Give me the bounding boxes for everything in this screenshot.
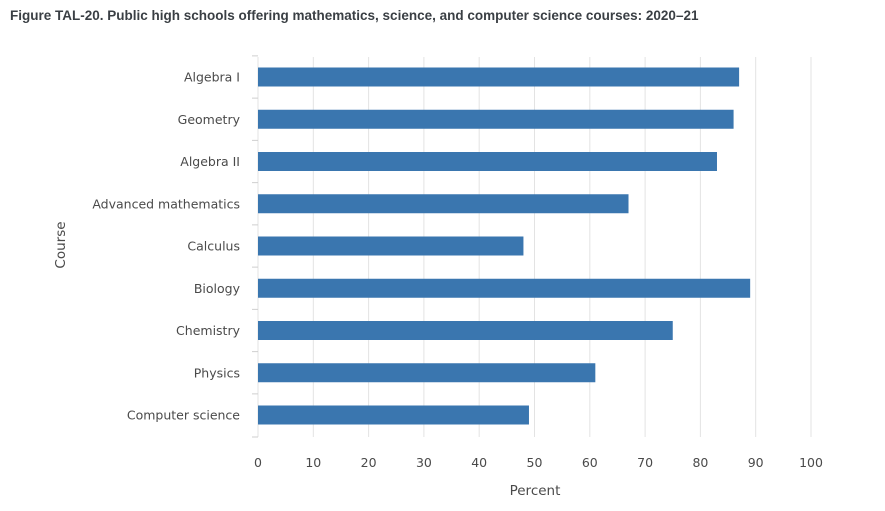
category-ticks bbox=[252, 55, 258, 438]
x-tick-label-40: 40 bbox=[471, 455, 487, 470]
x-tick-label-0: 0 bbox=[254, 455, 262, 470]
bar-chemistry bbox=[258, 321, 673, 340]
category-label-geometry: Geometry bbox=[178, 112, 241, 127]
bar-algebra-i bbox=[258, 67, 740, 87]
bar-calculus bbox=[258, 236, 524, 256]
x-tick-label-70: 70 bbox=[637, 455, 653, 470]
bar-physics bbox=[258, 363, 596, 383]
x-tick-label-100: 100 bbox=[799, 455, 823, 470]
x-tick-labels: 0 10 20 30 40 50 60 70 80 90 100 bbox=[254, 455, 823, 470]
x-tick-label-90: 90 bbox=[748, 455, 764, 470]
category-label-chemistry: Chemistry bbox=[176, 323, 241, 338]
category-label-algebra-i: Algebra I bbox=[184, 70, 240, 85]
category-label-computer-science: Computer science bbox=[127, 408, 240, 423]
chart-title: Figure TAL-20. Public high schools offer… bbox=[10, 8, 699, 23]
bars bbox=[258, 67, 751, 425]
x-tick-label-30: 30 bbox=[416, 455, 432, 470]
x-tick-label-10: 10 bbox=[305, 455, 321, 470]
bar-algebra-ii bbox=[258, 152, 717, 171]
x-tick-label-60: 60 bbox=[582, 455, 598, 470]
bar-biology bbox=[258, 278, 751, 298]
category-labels: Algebra I Geometry Algebra II Advanced math… bbox=[92, 70, 240, 423]
x-tick-label-20: 20 bbox=[361, 455, 377, 470]
y-axis-title: Course bbox=[53, 221, 69, 268]
x-axis-title: Percent bbox=[510, 483, 561, 499]
category-label-algebra-ii: Algebra II bbox=[180, 154, 240, 169]
bar-computer-science bbox=[258, 405, 529, 425]
x-tick-label-50: 50 bbox=[527, 455, 543, 470]
bar-geometry bbox=[258, 109, 734, 129]
category-label-physics: Physics bbox=[194, 365, 240, 380]
category-label-calculus: Calculus bbox=[187, 239, 240, 254]
category-label-advanced-mathematics: Advanced mathematics bbox=[92, 196, 240, 211]
bar-advanced-mathematics bbox=[258, 194, 629, 214]
x-tick-label-80: 80 bbox=[692, 455, 708, 470]
category-label-biology: Biology bbox=[194, 281, 241, 296]
